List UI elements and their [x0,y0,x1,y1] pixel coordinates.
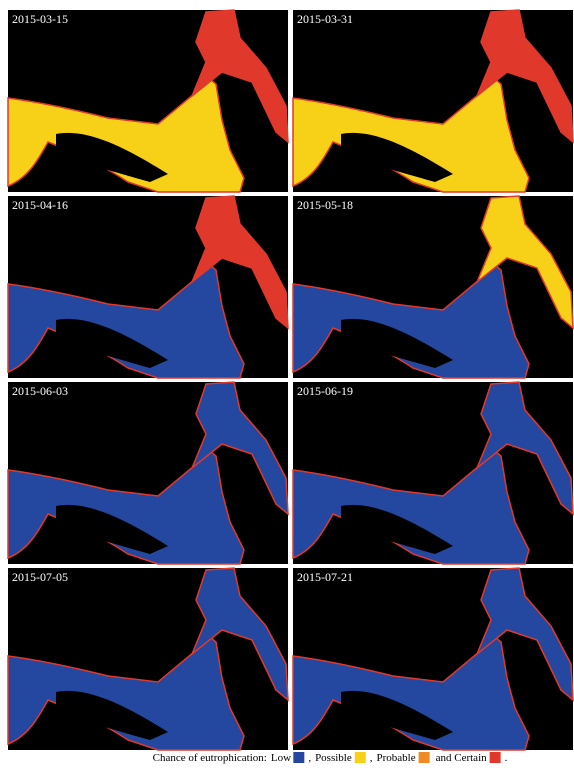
map-panel: 2015-05-18 [293,196,573,378]
panel-date: 2015-06-19 [297,384,353,398]
map-panel: 2015-03-15 [8,10,288,192]
map-panel: 2015-04-16 [8,196,288,378]
legend-label: Low [271,752,291,764]
panel-date: 2015-07-05 [12,570,68,584]
panel-date: 2015-03-15 [12,12,68,26]
legend-punct: , [370,752,373,764]
legend-swatch [293,752,304,763]
panel-date: 2015-04-16 [12,198,68,212]
legend-label: and Certain [436,752,488,764]
legend-label: Probable [377,752,416,764]
legend-punct: . [505,752,508,764]
caption: Chance of eutrophication:Low​,Possible​,… [153,752,508,764]
panel-date: 2015-05-18 [297,198,353,212]
map-panel: 2015-07-21 [293,568,573,750]
panel-date: 2015-06-03 [12,384,68,398]
caption-prefix: Chance of eutrophication: [153,752,267,764]
map-panel: 2015-03-31 [293,10,573,192]
map-panel: 2015-07-05 [8,568,288,750]
map-panel: 2015-06-03 [8,382,288,564]
page: {"panels": [ {"date": "2015-03-15", "low… [0,0,574,768]
legend-punct: , [308,752,311,764]
legend-swatch [419,752,430,763]
legend-swatch [490,752,501,763]
panel-date: 2015-07-21 [297,570,353,584]
figure: 2015-03-15 2015-03-31 2015-04-16 2015-05-18… [0,0,574,768]
caption-text: Chance of eutrophication:Low​,Possible​,… [153,752,508,764]
legend-swatch [355,752,366,763]
legend-label: Possible [315,752,352,764]
panel-date: 2015-03-31 [297,12,353,26]
map-panel: 2015-06-19 [293,382,573,564]
